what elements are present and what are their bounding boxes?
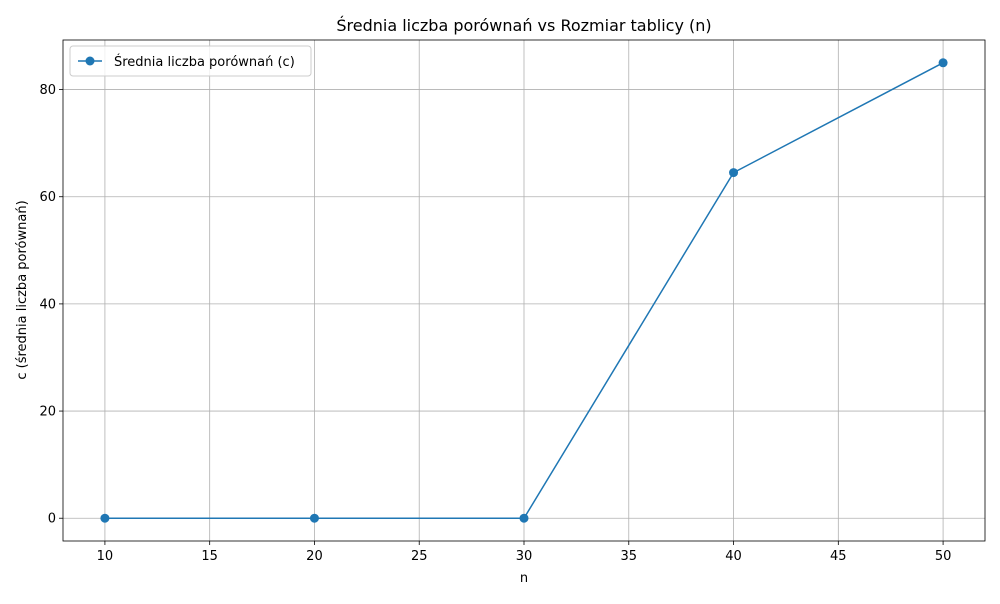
x-tick-label: 15 xyxy=(201,549,218,564)
data-point-marker xyxy=(519,513,529,523)
x-tick-label: 35 xyxy=(620,549,637,564)
grid xyxy=(63,40,985,541)
x-tick-label: 40 xyxy=(725,549,742,564)
x-tick-label: 20 xyxy=(306,549,323,564)
x-tick-label: 45 xyxy=(830,549,847,564)
x-tick-label: 50 xyxy=(935,549,952,564)
legend-box xyxy=(69,45,312,77)
x-tick-label: 30 xyxy=(516,549,533,564)
y-axis-ticks: 0 20 40 60 80 xyxy=(39,83,63,527)
data-point-marker xyxy=(938,58,948,68)
y-tick-label: 20 xyxy=(39,405,56,420)
data-point-marker xyxy=(309,513,319,523)
x-tick-label: 25 xyxy=(411,549,428,564)
legend-marker-swatch xyxy=(85,56,95,66)
y-tick-label: 0 xyxy=(48,512,56,527)
x-axis-ticks: 10 15 20 25 30 35 40 45 50 xyxy=(97,541,952,564)
y-tick-label: 60 xyxy=(39,190,56,205)
series-layer xyxy=(100,58,948,523)
data-point-marker xyxy=(100,513,110,523)
x-axis-label: n xyxy=(520,571,528,586)
y-tick-label: 40 xyxy=(39,297,56,312)
y-axis-label: c (średnia liczba porównań) xyxy=(15,200,30,379)
legend: Średnia liczba porównań (c) xyxy=(69,45,312,77)
y-tick-label: 80 xyxy=(39,83,56,98)
data-point-marker xyxy=(729,168,739,178)
chart-title: Średnia liczba porównań vs Rozmiar tabli… xyxy=(336,16,711,35)
x-tick-label: 10 xyxy=(97,549,114,564)
legend-label: Średnia liczba porównań (c) xyxy=(114,54,295,70)
